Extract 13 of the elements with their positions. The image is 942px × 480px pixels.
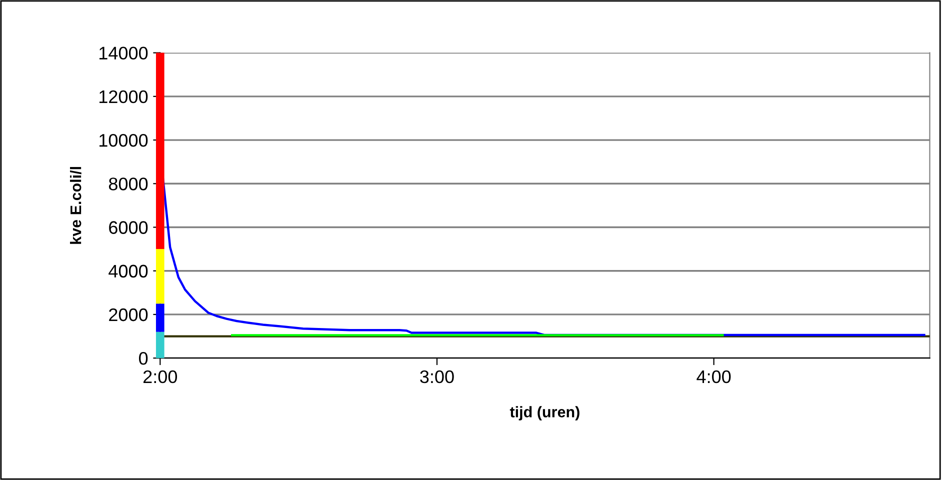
y-tick-label: 10000 [100,134,148,147]
x-tick-label: 2:00 [143,370,178,384]
y-tick-label: 0 [139,352,148,365]
x-axis-title: tijd (uren) [510,406,580,420]
y-axis-title: kve E.coli/l [70,167,82,244]
y-tick-label: 8000 [108,178,148,190]
y-tick-label: 6000 [109,221,148,234]
y-tick-label: 14000 [100,46,148,60]
y-tick-label: 4000 [108,264,148,278]
y-tick-label: 12000 [100,90,148,104]
x-tick-label: 4:00 [696,370,731,384]
y-tick-label: 2000 [109,308,148,322]
x-tick-label: 3:00 [420,370,454,384]
